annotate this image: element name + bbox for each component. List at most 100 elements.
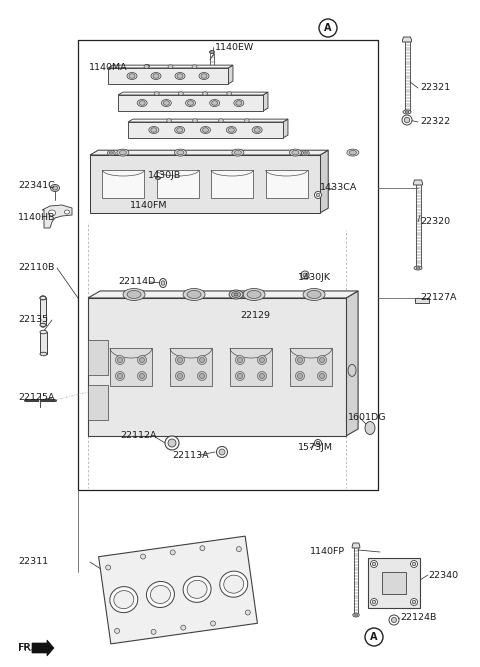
Ellipse shape xyxy=(151,73,161,79)
Ellipse shape xyxy=(210,99,220,107)
Ellipse shape xyxy=(156,177,160,179)
Ellipse shape xyxy=(201,74,207,78)
Polygon shape xyxy=(128,119,288,122)
Ellipse shape xyxy=(216,446,228,458)
Text: 22125A: 22125A xyxy=(18,394,55,402)
Ellipse shape xyxy=(298,374,302,378)
Ellipse shape xyxy=(140,358,144,362)
Ellipse shape xyxy=(187,580,207,598)
Ellipse shape xyxy=(289,149,301,156)
Ellipse shape xyxy=(238,374,242,378)
Text: 22322: 22322 xyxy=(420,117,450,127)
Ellipse shape xyxy=(116,372,124,380)
Circle shape xyxy=(145,65,148,67)
Text: 22341C: 22341C xyxy=(18,181,55,189)
Ellipse shape xyxy=(108,151,115,155)
Ellipse shape xyxy=(161,99,171,107)
Ellipse shape xyxy=(137,372,146,380)
Ellipse shape xyxy=(40,352,47,356)
Ellipse shape xyxy=(296,372,304,380)
Ellipse shape xyxy=(402,115,412,125)
Ellipse shape xyxy=(228,128,234,132)
Bar xyxy=(110,348,152,386)
Ellipse shape xyxy=(252,127,262,133)
Ellipse shape xyxy=(52,186,58,190)
Text: FR.: FR. xyxy=(18,643,34,653)
Text: 1140HB: 1140HB xyxy=(18,213,55,223)
Ellipse shape xyxy=(178,358,182,362)
Bar xyxy=(265,170,308,198)
Ellipse shape xyxy=(237,547,241,552)
Ellipse shape xyxy=(412,562,416,566)
Ellipse shape xyxy=(144,65,149,68)
Ellipse shape xyxy=(200,374,204,378)
Ellipse shape xyxy=(303,152,307,154)
Text: 1430JK: 1430JK xyxy=(298,273,331,283)
Ellipse shape xyxy=(199,73,209,79)
Ellipse shape xyxy=(200,358,204,362)
Ellipse shape xyxy=(355,614,358,616)
Ellipse shape xyxy=(260,374,264,378)
Ellipse shape xyxy=(347,149,359,156)
Ellipse shape xyxy=(218,119,223,122)
Ellipse shape xyxy=(127,291,141,298)
Ellipse shape xyxy=(317,356,326,364)
Polygon shape xyxy=(88,298,346,436)
Ellipse shape xyxy=(353,613,359,617)
Ellipse shape xyxy=(254,128,260,132)
Ellipse shape xyxy=(192,65,197,68)
Ellipse shape xyxy=(177,74,183,78)
Text: 1140EW: 1140EW xyxy=(215,43,254,51)
Ellipse shape xyxy=(314,191,322,199)
Ellipse shape xyxy=(175,127,185,133)
Text: 22311: 22311 xyxy=(18,558,48,566)
Ellipse shape xyxy=(127,73,137,79)
Ellipse shape xyxy=(371,560,377,568)
Circle shape xyxy=(211,51,214,53)
Text: A: A xyxy=(370,632,378,642)
Polygon shape xyxy=(108,65,233,68)
Ellipse shape xyxy=(403,110,411,114)
Bar xyxy=(88,340,108,375)
Ellipse shape xyxy=(236,101,242,105)
Bar xyxy=(382,572,406,594)
Bar xyxy=(211,170,253,198)
Bar xyxy=(368,558,420,608)
Text: 22321: 22321 xyxy=(420,83,450,93)
Ellipse shape xyxy=(209,51,215,53)
Bar xyxy=(157,170,199,198)
Ellipse shape xyxy=(168,439,176,447)
Polygon shape xyxy=(32,640,54,656)
Text: 1601DG: 1601DG xyxy=(348,414,386,422)
Ellipse shape xyxy=(234,293,238,296)
Text: 1430JB: 1430JB xyxy=(148,171,181,179)
Ellipse shape xyxy=(296,356,304,364)
Polygon shape xyxy=(108,68,228,84)
Polygon shape xyxy=(413,180,422,185)
Ellipse shape xyxy=(188,101,193,105)
Ellipse shape xyxy=(114,590,134,609)
Bar xyxy=(170,348,212,386)
Bar xyxy=(88,385,108,420)
Ellipse shape xyxy=(303,289,325,300)
Text: 22135: 22135 xyxy=(18,315,48,325)
Ellipse shape xyxy=(167,119,172,122)
Ellipse shape xyxy=(260,358,264,362)
Ellipse shape xyxy=(64,210,70,214)
Ellipse shape xyxy=(144,65,149,67)
Ellipse shape xyxy=(48,210,56,216)
Ellipse shape xyxy=(40,330,47,334)
Ellipse shape xyxy=(234,99,244,107)
Ellipse shape xyxy=(106,565,111,570)
Ellipse shape xyxy=(232,149,244,156)
Ellipse shape xyxy=(176,356,184,364)
Ellipse shape xyxy=(149,127,159,133)
Text: 1433CA: 1433CA xyxy=(320,183,358,193)
Polygon shape xyxy=(263,92,268,111)
Polygon shape xyxy=(90,150,328,155)
Ellipse shape xyxy=(161,281,165,285)
Ellipse shape xyxy=(129,74,135,78)
Ellipse shape xyxy=(197,372,206,380)
Ellipse shape xyxy=(137,356,146,364)
Polygon shape xyxy=(88,291,358,298)
